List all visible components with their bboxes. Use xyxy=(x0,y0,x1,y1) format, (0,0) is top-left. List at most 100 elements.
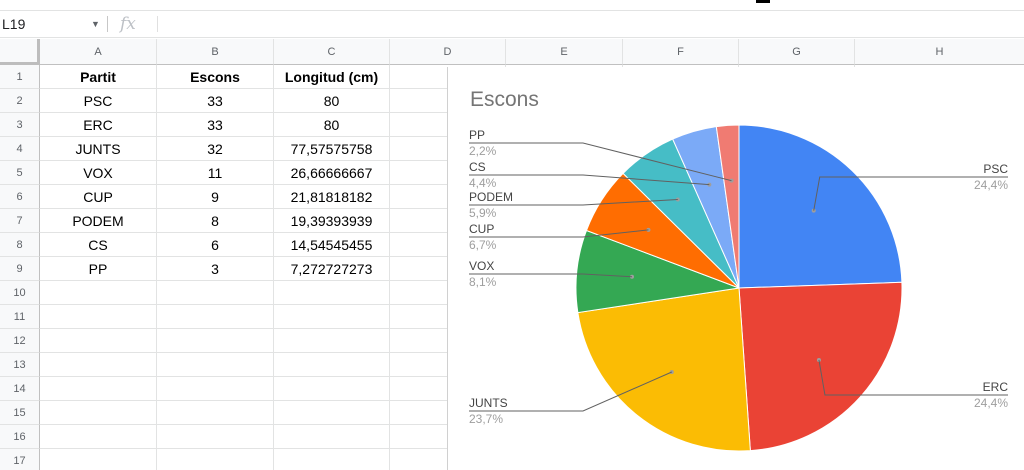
row-header-10[interactable]: 10 xyxy=(0,281,40,305)
table-cell[interactable]: 80 xyxy=(274,113,390,137)
column-header-h[interactable]: H xyxy=(855,39,1024,65)
pie-chart[interactable]: Escons PSC 24,4% ERC 24,4% JUNTS 23,7% VOX 8,1%… xyxy=(447,67,1024,470)
cell[interactable] xyxy=(157,425,274,449)
formula-bar: L19 ▼ fx xyxy=(0,10,1024,38)
column-header-c[interactable]: C xyxy=(274,39,390,65)
table-cell[interactable]: 8 xyxy=(157,209,274,233)
function-icon: fx xyxy=(120,14,136,34)
cell[interactable] xyxy=(40,305,157,329)
slice-label-pp: PP xyxy=(469,128,485,142)
row-header-4[interactable]: 4 xyxy=(0,137,40,161)
row-header-5[interactable]: 5 xyxy=(0,161,40,185)
column-header-e[interactable]: E xyxy=(506,39,623,65)
table-cell[interactable]: 9 xyxy=(157,185,274,209)
cell[interactable] xyxy=(40,401,157,425)
row-header-13[interactable]: 13 xyxy=(0,353,40,377)
slice-percent-cup: 6,7% xyxy=(469,238,497,252)
table-cell[interactable]: 11 xyxy=(157,161,274,185)
column-header-f[interactable]: F xyxy=(623,39,739,65)
slice-percent-junts: 23,7% xyxy=(469,412,503,426)
table-cell[interactable]: 77,57575758 xyxy=(274,137,390,161)
row-header-17[interactable]: 17 xyxy=(0,449,40,470)
leader-line xyxy=(469,371,672,412)
leader-line xyxy=(469,273,633,278)
cell[interactable] xyxy=(40,449,157,470)
table-cell[interactable]: 21,81818182 xyxy=(274,185,390,209)
pie-slice-pp[interactable] xyxy=(715,124,740,289)
column-header-g[interactable]: G xyxy=(739,39,855,65)
table-cell[interactable]: 80 xyxy=(274,89,390,113)
cell[interactable] xyxy=(40,329,157,353)
table-cell[interactable]: 14,54545455 xyxy=(274,233,390,257)
cell[interactable] xyxy=(40,377,157,401)
table-cell[interactable]: 6 xyxy=(157,233,274,257)
cell[interactable] xyxy=(274,377,390,401)
row-header-6[interactable]: 6 xyxy=(0,185,40,209)
cell[interactable] xyxy=(157,281,274,305)
slice-percent-podem: 5,9% xyxy=(469,206,497,220)
row-header-15[interactable]: 15 xyxy=(0,401,40,425)
row-header-7[interactable]: 7 xyxy=(0,209,40,233)
row-header-12[interactable]: 12 xyxy=(0,329,40,353)
cell[interactable] xyxy=(157,305,274,329)
row-header-9[interactable]: 9 xyxy=(0,257,40,281)
column-header-a[interactable]: A xyxy=(40,39,157,65)
name-box[interactable]: L19 xyxy=(2,16,26,32)
table-cell[interactable]: PP xyxy=(40,257,157,281)
table-cell[interactable]: 7,272727273 xyxy=(274,257,390,281)
column-header-b[interactable]: B xyxy=(157,39,274,65)
cell[interactable] xyxy=(274,449,390,470)
table-cell[interactable]: PODEM xyxy=(40,209,157,233)
table-cell[interactable]: PSC xyxy=(40,89,157,113)
cell[interactable] xyxy=(274,305,390,329)
cell[interactable] xyxy=(274,281,390,305)
slice-label-erc: ERC xyxy=(983,380,1009,394)
table-cell[interactable]: VOX xyxy=(40,161,157,185)
table-cell[interactable]: 33 xyxy=(157,113,274,137)
row-header-1[interactable]: 1 xyxy=(0,65,40,89)
divider xyxy=(107,16,108,32)
table-header-cell[interactable]: Longitud (cm) xyxy=(274,65,390,89)
slice-label-cs: CS xyxy=(469,160,486,174)
table-cell[interactable]: 33 xyxy=(157,89,274,113)
chevron-down-icon[interactable]: ▼ xyxy=(91,19,100,29)
cell[interactable] xyxy=(157,329,274,353)
cell[interactable] xyxy=(40,353,157,377)
row-header-3[interactable]: 3 xyxy=(0,113,40,137)
slice-percent-psc: 24,4% xyxy=(974,178,1008,192)
table-header-cell[interactable]: Escons xyxy=(157,65,274,89)
leader-line xyxy=(818,359,1008,396)
pie-slice-psc[interactable] xyxy=(738,124,903,289)
table-cell[interactable]: CUP xyxy=(40,185,157,209)
table-cell[interactable]: 19,39393939 xyxy=(274,209,390,233)
cell[interactable] xyxy=(157,377,274,401)
slice-label-podem: PODEM xyxy=(469,190,513,204)
pie-slice-junts[interactable] xyxy=(577,287,751,452)
cell[interactable] xyxy=(157,353,274,377)
table-cell[interactable]: 26,66666667 xyxy=(274,161,390,185)
cell[interactable] xyxy=(157,401,274,425)
leader-dot xyxy=(811,208,816,213)
cell[interactable] xyxy=(157,449,274,470)
table-cell[interactable]: ERC xyxy=(40,113,157,137)
cell[interactable] xyxy=(274,401,390,425)
cell[interactable] xyxy=(40,281,157,305)
table-cell[interactable]: 32 xyxy=(157,137,274,161)
table-cell[interactable]: CS xyxy=(40,233,157,257)
row-header-16[interactable]: 16 xyxy=(0,425,40,449)
select-all-corner[interactable] xyxy=(0,39,40,65)
column-header-d[interactable]: D xyxy=(390,39,506,65)
row-header-8[interactable]: 8 xyxy=(0,233,40,257)
cell[interactable] xyxy=(274,353,390,377)
row-header-14[interactable]: 14 xyxy=(0,377,40,401)
table-header-cell[interactable]: Partit xyxy=(40,65,157,89)
cell[interactable] xyxy=(274,425,390,449)
cell[interactable] xyxy=(40,425,157,449)
slice-percent-cs: 4,4% xyxy=(469,176,497,190)
table-cell[interactable]: 3 xyxy=(157,257,274,281)
cell[interactable] xyxy=(274,329,390,353)
row-header-11[interactable]: 11 xyxy=(0,305,40,329)
row-header-2[interactable]: 2 xyxy=(0,89,40,113)
formula-input[interactable] xyxy=(162,11,1022,37)
table-cell[interactable]: JUNTS xyxy=(40,137,157,161)
